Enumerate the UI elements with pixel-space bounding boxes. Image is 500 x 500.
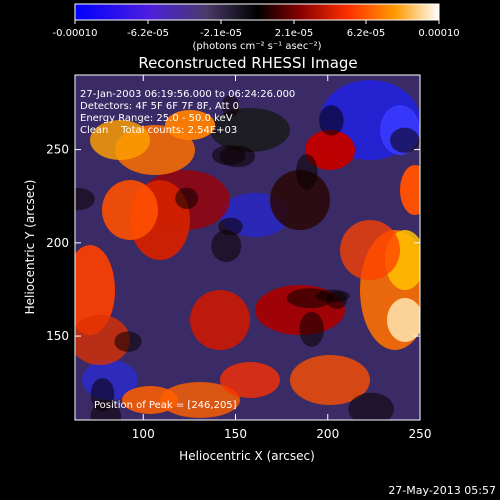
- energy-range-text: Energy Range: 25.0 - 50.0 keV: [80, 113, 233, 124]
- heatmap-blob: [90, 120, 150, 160]
- colorbar-ticks: [74, 20, 440, 24]
- detectors-text: Detectors: 4F 5F 6F 7F 8F, Att 0: [80, 101, 239, 112]
- heatmap-dark-lane: [348, 392, 394, 420]
- heatmap-blob: [160, 382, 240, 418]
- colorbar-tick-label: 6.2e-05: [347, 28, 385, 39]
- clean-total-counts-text: Clean Total counts: 2.54E+03: [80, 125, 237, 136]
- heatmap-dark-lane: [219, 145, 256, 168]
- heatmap-blob: [190, 290, 250, 350]
- heatmap-blob: [305, 130, 355, 170]
- y-axis-ticks: 150 200 250: [46, 143, 420, 343]
- heatmap-blob: [387, 298, 420, 342]
- heatmap-blob: [400, 165, 420, 215]
- chart-title: Reconstructed RHESSI Image: [138, 54, 357, 72]
- heatmap-blob: [290, 355, 370, 405]
- colorbar-tick-label: -6.2e-05: [127, 28, 169, 39]
- colorbar-tick-label: -2.1e-05: [200, 28, 242, 39]
- y-axis-label: Heliocentric Y (arcsec): [23, 180, 37, 315]
- heatmap-blob: [220, 362, 280, 398]
- x-axis-ticks: 100 150 200 250: [132, 75, 432, 441]
- heatmap-blob: [75, 315, 130, 365]
- heatmap-blob: [340, 220, 400, 280]
- heatmap-dark-lane: [390, 127, 420, 153]
- heatmap-dark-lane: [299, 311, 324, 347]
- heatmap-dark-lane: [315, 289, 350, 303]
- colorbar: [74, 3, 440, 21]
- colorbar-tick-label: -0.00010: [53, 28, 98, 39]
- colorbar-tick-label: 0.00010: [418, 28, 459, 39]
- heatmap-dark-lane: [221, 95, 240, 118]
- footer-timestamp: 27-May-2013 05:57: [388, 484, 496, 497]
- peak-position-text: Position of Peak = [246,205]: [94, 400, 237, 411]
- heatmap-dark-lane: [114, 331, 142, 352]
- y-tick-label: 200: [46, 236, 69, 250]
- x-tick-label: 200: [316, 427, 339, 441]
- x-tick-label: 250: [409, 427, 432, 441]
- colorbar-tick-label: 2.1e-05: [275, 28, 313, 39]
- observation-time-text: 27-Jan-2003 06:19:56.000 to 06:24:26.000: [80, 89, 295, 100]
- heatmap-blob: [75, 245, 115, 335]
- heatmap-dark-lane: [218, 217, 243, 236]
- heatmap-blob: [270, 170, 330, 230]
- heatmap-blob: [102, 180, 158, 240]
- heatmap-dark-lane: [90, 400, 122, 420]
- y-tick-label: 150: [46, 329, 69, 343]
- x-tick-label: 150: [224, 427, 247, 441]
- heatmap-dark-lane: [296, 154, 318, 190]
- heatmap-image: [75, 80, 420, 420]
- heatmap-dark-lane: [175, 187, 199, 210]
- heatmap-dark-lane: [75, 187, 95, 211]
- heatmap-blob: [210, 108, 290, 152]
- plot-frame: [74, 74, 421, 421]
- heatmap-dark-lane: [319, 105, 344, 136]
- heatmap-blob: [165, 110, 215, 140]
- heatmap-blob: [122, 386, 178, 414]
- x-tick-label: 100: [132, 427, 155, 441]
- x-axis-label: Heliocentric X (arcsec): [179, 449, 315, 463]
- colorbar-units-label: (photons cm⁻² s⁻¹ asec⁻²): [192, 41, 321, 52]
- heatmap-dark-lane: [211, 229, 242, 263]
- y-tick-label: 250: [46, 143, 69, 157]
